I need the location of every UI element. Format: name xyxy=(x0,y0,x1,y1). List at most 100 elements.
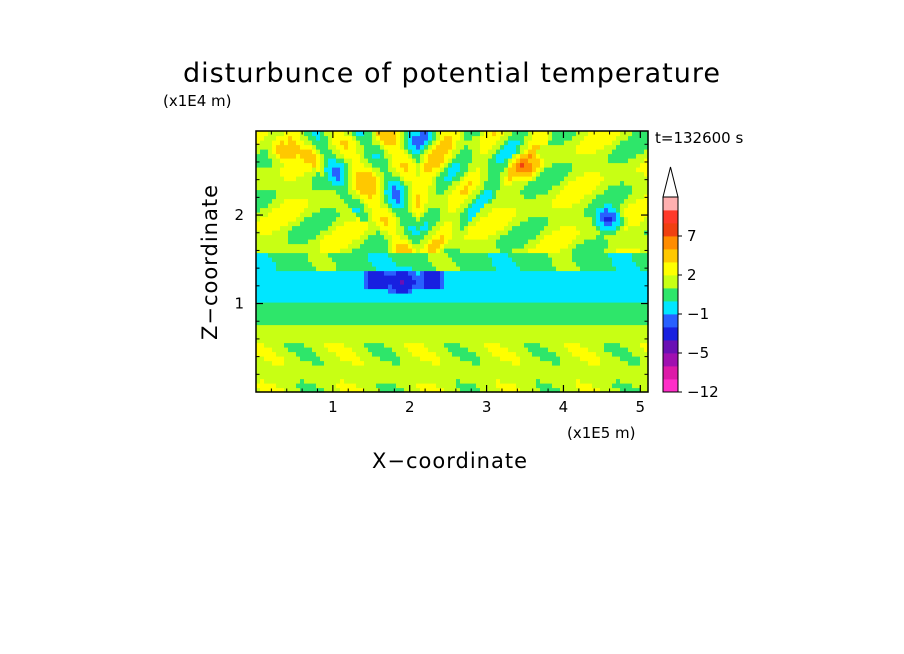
heatmap-cell xyxy=(580,176,585,182)
heatmap-cell xyxy=(396,374,401,380)
heatmap-cell xyxy=(296,320,301,326)
heatmap-cell xyxy=(320,275,325,281)
heatmap-cell xyxy=(280,342,285,348)
heatmap-cell xyxy=(532,252,537,258)
heatmap-cell xyxy=(480,171,485,177)
heatmap-cell xyxy=(400,225,405,231)
heatmap-cell xyxy=(324,243,329,249)
heatmap-cell xyxy=(580,171,585,177)
heatmap-cell xyxy=(372,167,377,173)
heatmap-cell xyxy=(444,153,449,159)
heatmap-cell xyxy=(388,144,393,150)
heatmap-cell xyxy=(568,167,573,173)
heatmap-cell xyxy=(360,356,365,362)
heatmap-cell xyxy=(432,360,437,366)
heatmap-cell xyxy=(584,257,589,263)
heatmap-cell xyxy=(320,288,325,294)
heatmap-cell xyxy=(508,225,513,231)
heatmap-cell xyxy=(440,216,445,222)
heatmap-cell xyxy=(324,185,329,191)
heatmap-cell xyxy=(496,266,501,272)
heatmap-cell xyxy=(448,216,453,222)
heatmap-cell xyxy=(420,257,425,263)
heatmap-cell xyxy=(344,365,349,371)
heatmap-cell xyxy=(596,270,601,276)
heatmap-cell xyxy=(436,230,441,236)
heatmap-cell xyxy=(268,198,273,204)
heatmap-cell xyxy=(448,270,453,276)
heatmap-cell xyxy=(352,158,357,164)
heatmap-cell xyxy=(352,230,357,236)
heatmap-cell xyxy=(580,315,585,321)
heatmap-cell xyxy=(284,378,289,384)
heatmap-cell xyxy=(264,387,269,393)
heatmap-cell xyxy=(416,131,421,137)
heatmap-cell xyxy=(404,176,409,182)
heatmap-cell xyxy=(304,347,309,353)
heatmap-cell xyxy=(424,257,429,263)
heatmap-cell xyxy=(372,144,377,150)
heatmap-cell xyxy=(464,311,469,317)
heatmap-cell xyxy=(284,230,289,236)
heatmap-cell xyxy=(540,297,545,303)
heatmap-cell xyxy=(548,315,553,321)
heatmap-cell xyxy=(424,338,429,344)
heatmap-cell xyxy=(304,306,309,312)
heatmap-cell xyxy=(348,198,353,204)
heatmap-cell xyxy=(272,378,277,384)
heatmap-cell xyxy=(300,234,305,240)
heatmap-cell xyxy=(568,360,573,366)
heatmap-cell xyxy=(276,387,281,393)
heatmap-cell xyxy=(492,167,497,173)
heatmap-cell xyxy=(400,198,405,204)
heatmap-cell xyxy=(424,225,429,231)
heatmap-cell xyxy=(484,153,489,159)
heatmap-cell xyxy=(384,149,389,155)
heatmap-cell xyxy=(452,230,457,236)
heatmap-cell xyxy=(464,302,469,308)
heatmap-cell xyxy=(476,212,481,218)
heatmap-cell xyxy=(460,221,465,227)
heatmap-cell xyxy=(444,212,449,218)
heatmap-cell xyxy=(280,221,285,227)
heatmap-cell xyxy=(400,167,405,173)
heatmap-cell xyxy=(548,248,553,254)
heatmap-cell xyxy=(520,360,525,366)
heatmap-cell xyxy=(348,356,353,362)
heatmap-cell xyxy=(316,284,321,290)
heatmap-cell xyxy=(420,158,425,164)
heatmap-cell xyxy=(464,243,469,249)
heatmap-cell xyxy=(308,351,313,357)
heatmap-cell xyxy=(480,342,485,348)
heatmap-cell xyxy=(316,329,321,335)
heatmap-cell xyxy=(504,261,509,267)
heatmap-cell xyxy=(588,270,593,276)
heatmap-cell xyxy=(284,293,289,299)
heatmap-cell xyxy=(584,306,589,312)
heatmap-cell xyxy=(584,374,589,380)
heatmap-cell xyxy=(576,239,581,245)
heatmap-cell xyxy=(496,311,501,317)
heatmap-cell xyxy=(360,266,365,272)
heatmap-cell xyxy=(420,311,425,317)
heatmap-cell xyxy=(352,167,357,173)
heatmap-cell xyxy=(404,320,409,326)
heatmap-cell xyxy=(548,347,553,353)
heatmap-cell xyxy=(292,369,297,375)
heatmap-cell xyxy=(472,369,477,375)
heatmap-cell xyxy=(364,284,369,290)
heatmap-cell xyxy=(308,266,313,272)
heatmap-cell xyxy=(476,149,481,155)
heatmap-cell xyxy=(364,261,369,267)
heatmap-cell xyxy=(516,378,521,384)
heatmap-cell xyxy=(492,374,497,380)
heatmap-cell xyxy=(496,324,501,330)
heatmap-cell xyxy=(588,297,593,303)
heatmap-cell xyxy=(472,306,477,312)
heatmap-cell xyxy=(264,315,269,321)
heatmap-cell xyxy=(468,297,473,303)
heatmap-cell xyxy=(508,275,513,281)
heatmap-cell xyxy=(356,185,361,191)
heatmap-cell xyxy=(504,320,509,326)
heatmap-cell xyxy=(340,275,345,281)
